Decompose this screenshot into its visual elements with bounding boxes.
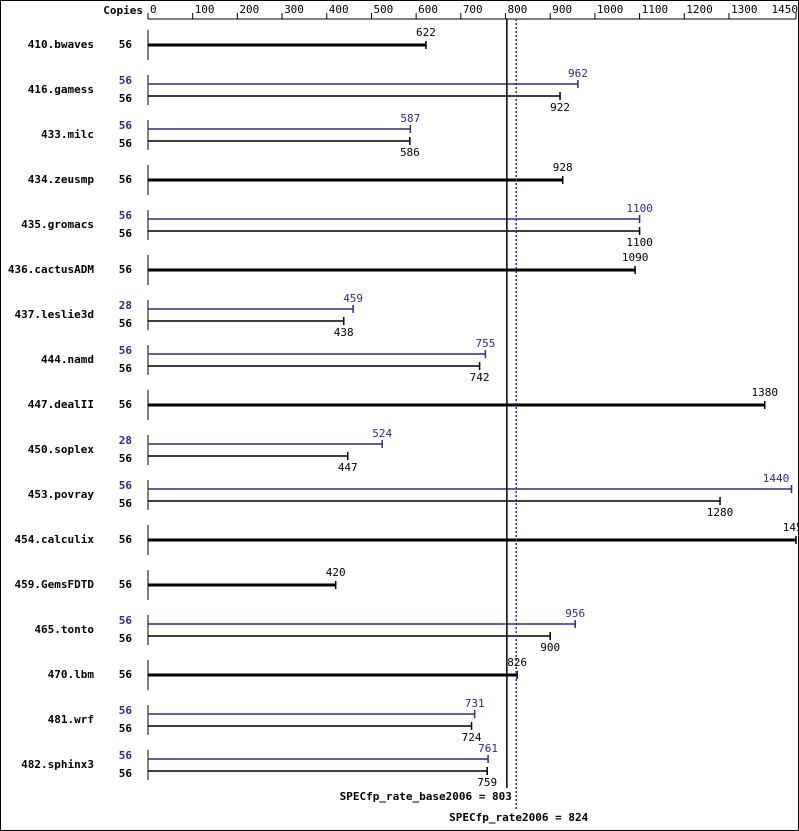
reference-label: SPECfp_rate_base2006 = 803	[340, 790, 512, 803]
benchmark-label: 482.sphinx3	[21, 758, 94, 771]
x-tick-label: 600	[418, 3, 438, 16]
copies peak: 56	[119, 479, 133, 492]
value-label: 1440	[763, 472, 790, 485]
benchmark-label: 450.soplex	[28, 443, 95, 456]
x-tick-label: 300	[284, 3, 304, 16]
copies peak: 28	[119, 299, 132, 312]
benchmark-label: 459.GemsFDTD	[15, 578, 95, 591]
x-tick-label: 200	[239, 3, 259, 16]
copies: 56	[119, 722, 133, 735]
benchmark-label: 447.dealII	[28, 398, 94, 411]
copies: 56	[119, 38, 133, 51]
benchmark-label: 465.tonto	[34, 623, 94, 636]
copies peak: 56	[119, 209, 133, 222]
x-tick-label: 1000	[597, 3, 624, 16]
value-label: 1090	[622, 251, 649, 264]
benchmark-label: 470.lbm	[48, 668, 95, 681]
value-label: 724	[462, 731, 482, 744]
benchmark-label: 437.leslie3d	[15, 308, 94, 321]
benchmark-label: 444.namd	[41, 353, 94, 366]
value-label: 622	[416, 26, 436, 39]
value-label: 759	[477, 776, 497, 789]
x-tick-label: 1300	[731, 3, 758, 16]
value-label: 1280	[707, 506, 734, 519]
x-tick-label: 1450	[772, 3, 799, 16]
value-label: 587	[400, 112, 420, 125]
value-label: 761	[478, 742, 498, 755]
benchmark-label: 454.calculix	[15, 533, 95, 546]
x-tick-label: 400	[329, 3, 349, 16]
value-label: 742	[470, 371, 490, 384]
x-tick-label: 700	[463, 3, 483, 16]
benchmark-label: 416.gamess	[28, 83, 94, 96]
x-tick-label: 500	[373, 3, 393, 16]
copies-header: Copies	[103, 4, 143, 17]
copies: 56	[119, 92, 133, 105]
benchmark-label: 433.milc	[41, 128, 94, 141]
benchmark-label: 434.zeusmp	[28, 173, 95, 186]
value-label: 586	[400, 146, 420, 159]
benchmark-label: 435.gromacs	[21, 218, 94, 231]
copies peak: 56	[119, 614, 133, 627]
value-label: 928	[553, 161, 573, 174]
value-label: 1450	[783, 521, 799, 534]
value-label: 524	[372, 427, 392, 440]
x-tick-label: 1100	[642, 3, 669, 16]
value-label: 447	[338, 461, 358, 474]
benchmark-label: 436.cactusADM	[8, 263, 94, 276]
copies peak: 28	[119, 434, 132, 447]
x-tick-label: 800	[508, 3, 528, 16]
benchmark-label: 481.wrf	[48, 713, 94, 726]
copies: 56	[119, 398, 133, 411]
value-label: 459	[343, 292, 363, 305]
benchmark-label: 453.povray	[28, 488, 95, 501]
x-tick-label: 0	[150, 3, 157, 16]
x-tick-label: 100	[195, 3, 215, 16]
value-label: 1100	[626, 236, 653, 249]
copies: 56	[119, 362, 133, 375]
value-label: 922	[550, 101, 570, 114]
copies peak: 56	[119, 749, 133, 762]
copies peak: 56	[119, 74, 133, 87]
reference-label: SPECfp_rate2006 = 824	[449, 811, 588, 824]
copies peak: 56	[119, 119, 133, 132]
copies peak: 56	[119, 704, 133, 717]
copies peak: 56	[119, 344, 133, 357]
copies: 56	[119, 668, 133, 681]
copies: 56	[119, 263, 133, 276]
value-label: 826	[507, 656, 527, 669]
value-label: 900	[540, 641, 560, 654]
copies: 56	[119, 497, 133, 510]
benchmark-label: 410.bwaves	[28, 38, 94, 51]
copies: 56	[119, 227, 133, 240]
value-label: 420	[326, 566, 346, 579]
value-label: 755	[475, 337, 495, 350]
value-label: 731	[465, 697, 485, 710]
value-label: 956	[565, 607, 585, 620]
copies: 56	[119, 452, 133, 465]
x-tick-label: 900	[552, 3, 572, 16]
value-label: 1100	[626, 202, 653, 215]
copies: 56	[119, 533, 133, 546]
x-tick-label: 1200	[686, 3, 713, 16]
copies: 56	[119, 317, 133, 330]
value-label: 1380	[751, 386, 778, 399]
copies: 56	[119, 632, 133, 645]
value-label: 438	[334, 326, 354, 339]
copies: 56	[119, 578, 133, 591]
copies: 56	[119, 137, 133, 150]
copies: 56	[119, 767, 133, 780]
value-label: 962	[568, 67, 588, 80]
copies: 56	[119, 173, 133, 186]
